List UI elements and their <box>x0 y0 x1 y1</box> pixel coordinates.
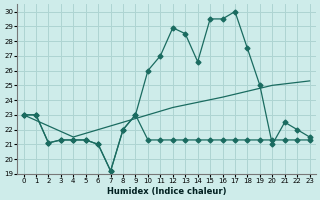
X-axis label: Humidex (Indice chaleur): Humidex (Indice chaleur) <box>107 187 226 196</box>
